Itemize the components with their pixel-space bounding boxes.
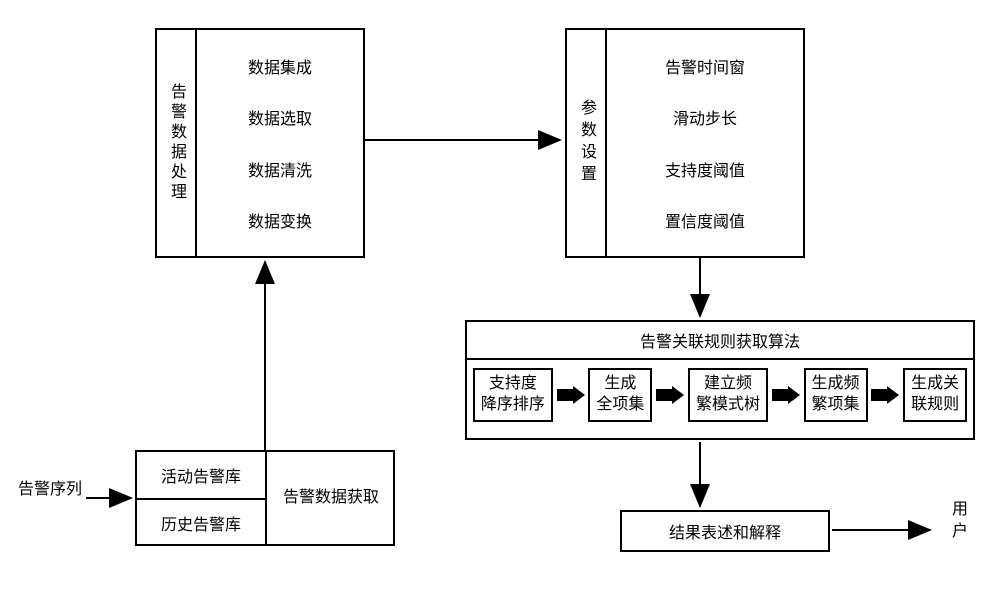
connectors — [0, 0, 1000, 597]
